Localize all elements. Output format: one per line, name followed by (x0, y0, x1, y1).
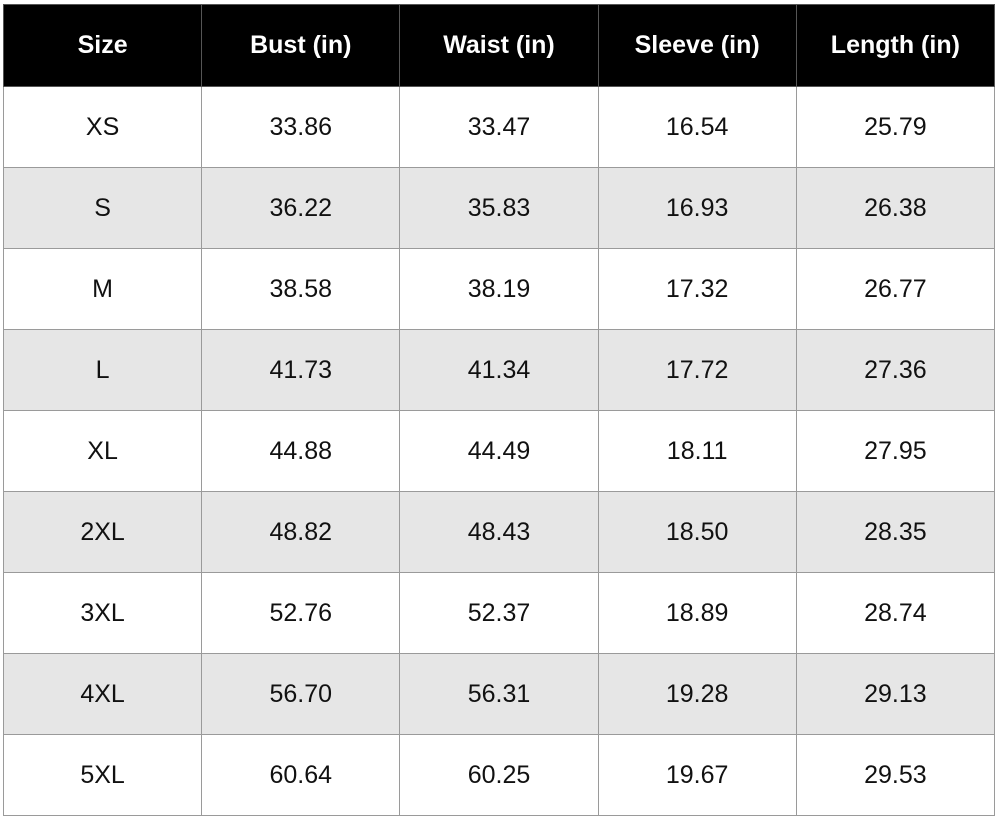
table-cell: 19.67 (597, 734, 797, 816)
table-cell: 17.72 (597, 329, 797, 411)
table-cell: M (2, 248, 203, 330)
table-row: XS 33.86 33.47 16.54 25.79 (2, 86, 996, 168)
table-cell: 41.73 (201, 329, 401, 411)
table-cell: 25.79 (795, 86, 996, 168)
table-cell: XS (2, 86, 203, 168)
table-row: S 36.22 35.83 16.93 26.38 (2, 167, 996, 249)
table-cell: 56.31 (399, 653, 599, 735)
header-cell: Sleeve (in) (597, 4, 797, 87)
table-row: XL 44.88 44.49 18.11 27.95 (2, 410, 996, 492)
table-cell: 4XL (2, 653, 203, 735)
table-cell: 41.34 (399, 329, 599, 411)
table-cell: 26.77 (795, 248, 996, 330)
table-cell: 3XL (2, 572, 203, 654)
table-cell: 44.88 (201, 410, 401, 492)
table-cell: 18.89 (597, 572, 797, 654)
header-row: Size Bust (in) Waist (in) Sleeve (in) Length… (2, 4, 996, 87)
table-cell: 52.37 (399, 572, 599, 654)
table-cell: 27.36 (795, 329, 996, 411)
table-cell: 29.53 (795, 734, 996, 816)
table-cell: S (2, 167, 203, 249)
table-cell: 33.86 (201, 86, 401, 168)
table-row: M 38.58 38.19 17.32 26.77 (2, 248, 996, 330)
table-cell: 18.11 (597, 410, 797, 492)
table-cell: 29.13 (795, 653, 996, 735)
table-cell: 60.64 (201, 734, 401, 816)
table-cell: 5XL (2, 734, 203, 816)
table-row: 3XL 52.76 52.37 18.89 28.74 (2, 572, 996, 654)
size-table: Size Bust (in) Waist (in) Sleeve (in) Length… (2, 4, 996, 816)
table-cell: 36.22 (201, 167, 401, 249)
table-cell: 17.32 (597, 248, 797, 330)
table-row: 4XL 56.70 56.31 19.28 29.13 (2, 653, 996, 735)
table-cell: 27.95 (795, 410, 996, 492)
header-cell: Waist (in) (399, 4, 599, 87)
header-cell: Bust (in) (201, 4, 401, 87)
header-cell: Size (2, 4, 203, 87)
table-cell: 48.82 (201, 491, 401, 573)
table-cell: 33.47 (399, 86, 599, 168)
table-cell: 28.35 (795, 491, 996, 573)
table-body: XS 33.86 33.47 16.54 25.79 S 36.22 35.83 16.93 26… (2, 86, 996, 816)
table-cell: 38.58 (201, 248, 401, 330)
table-cell: XL (2, 410, 203, 492)
table-cell: 19.28 (597, 653, 797, 735)
table-cell: 60.25 (399, 734, 599, 816)
table-cell: 26.38 (795, 167, 996, 249)
table-cell: 18.50 (597, 491, 797, 573)
table-cell: 56.70 (201, 653, 401, 735)
table-row: 5XL 60.64 60.25 19.67 29.53 (2, 734, 996, 816)
table-cell: 48.43 (399, 491, 599, 573)
table-cell: 16.93 (597, 167, 797, 249)
table-cell: 35.83 (399, 167, 599, 249)
table-row: L 41.73 41.34 17.72 27.36 (2, 329, 996, 411)
table-row: 2XL 48.82 48.43 18.50 28.35 (2, 491, 996, 573)
table-cell: 16.54 (597, 86, 797, 168)
table-cell: 2XL (2, 491, 203, 573)
table-cell: 52.76 (201, 572, 401, 654)
header-cell: Length (in) (795, 4, 996, 87)
table-cell: L (2, 329, 203, 411)
table-cell: 28.74 (795, 572, 996, 654)
table-cell: 38.19 (399, 248, 599, 330)
table-cell: 44.49 (399, 410, 599, 492)
